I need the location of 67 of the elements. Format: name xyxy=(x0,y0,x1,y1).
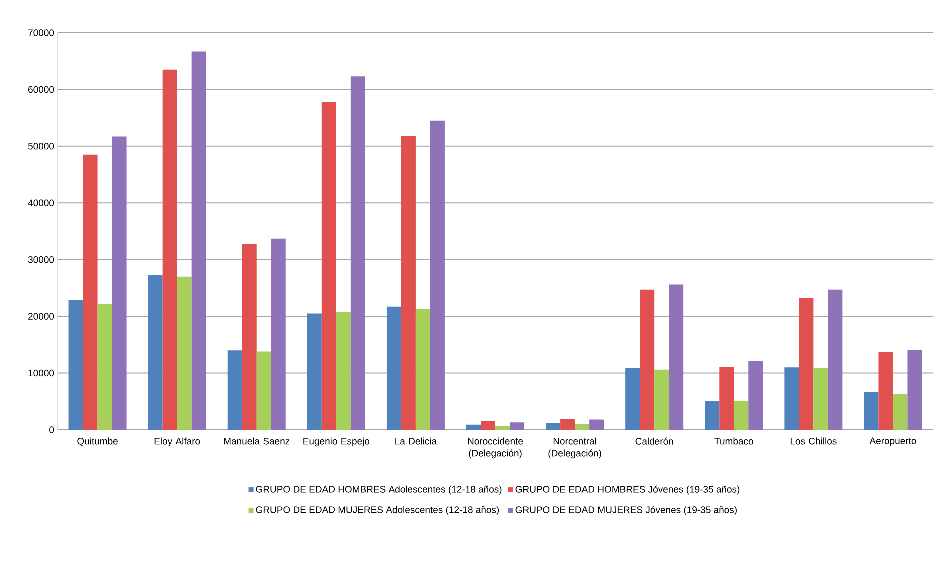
x-tick-label: Eloy Alfaro xyxy=(154,438,200,447)
y-tick-label: 40000 xyxy=(28,200,54,206)
y-tick-label: 70000 xyxy=(28,30,54,36)
bar xyxy=(669,284,684,430)
y-tick-label: 30000 xyxy=(28,256,54,264)
x-tick-label: Calderón xyxy=(636,438,674,445)
bar xyxy=(386,306,402,430)
bar xyxy=(893,394,908,430)
bar xyxy=(654,370,670,430)
legend-label: GRUPO DE EDAD HOMBRES Jóvenes (19-35 años) xyxy=(516,486,740,495)
bar xyxy=(112,136,127,430)
legend-label: GRUPO DE EDAD MUJERES Adolescentes (12-18 años) xyxy=(256,506,500,516)
bar xyxy=(575,424,590,430)
x-tick-label: La Delicia xyxy=(396,438,438,445)
bar xyxy=(148,275,163,430)
bar xyxy=(560,419,576,430)
bar xyxy=(228,350,242,430)
bar xyxy=(705,401,720,430)
bar xyxy=(878,352,894,430)
x-tick-label: Aeropuerto xyxy=(870,438,916,446)
bar xyxy=(192,52,206,430)
bar xyxy=(510,422,525,430)
bar xyxy=(626,368,640,430)
legend-label: GRUPO DE EDAD HOMBRES Adolescentes (12-18 años) xyxy=(256,486,502,495)
bar xyxy=(416,309,430,430)
legend-label: GRUPO DE EDAD MUJERES Jóvenes (19-35 años) xyxy=(516,506,737,516)
bar xyxy=(908,350,922,430)
bar xyxy=(336,312,351,430)
bar xyxy=(271,238,286,430)
bar xyxy=(784,368,800,430)
bar xyxy=(83,154,98,430)
bar xyxy=(350,76,366,430)
bar xyxy=(720,367,734,430)
bar xyxy=(734,401,749,430)
bar xyxy=(496,426,510,430)
bar xyxy=(68,300,84,430)
x-tick-label: Norcentral (Delegación) xyxy=(548,438,602,459)
y-tick-label: 50000 xyxy=(28,143,54,150)
y-tick-label: 10000 xyxy=(28,370,54,377)
bar xyxy=(748,361,764,430)
bar xyxy=(162,70,178,430)
bar xyxy=(864,392,879,430)
y-tick-label: 60000 xyxy=(28,86,54,94)
bar xyxy=(799,298,814,430)
bar xyxy=(322,102,336,430)
y-tick-label: 0 xyxy=(50,426,54,434)
x-tick-label: Noroccidente (Delegación) xyxy=(468,438,524,459)
bar xyxy=(546,423,561,430)
bar xyxy=(307,314,322,430)
x-tick-label: Quitumbe xyxy=(78,438,118,446)
bar xyxy=(242,244,257,430)
bar xyxy=(814,368,828,430)
bar xyxy=(430,120,445,430)
bar xyxy=(466,424,482,430)
bar xyxy=(640,290,655,430)
bar xyxy=(590,420,604,430)
bar xyxy=(401,136,416,430)
x-tick-label: Los Chillos xyxy=(790,438,837,445)
bar xyxy=(177,276,192,430)
x-tick-label: Eugenio Espejo xyxy=(304,438,370,447)
bar xyxy=(98,304,112,430)
bar xyxy=(481,421,496,430)
y-tick-label: 20000 xyxy=(28,313,54,320)
bar xyxy=(256,352,272,430)
x-tick-label: Manuela Saenz xyxy=(224,438,290,445)
x-tick-label: Tumbaco xyxy=(714,438,754,445)
bar xyxy=(828,290,843,430)
